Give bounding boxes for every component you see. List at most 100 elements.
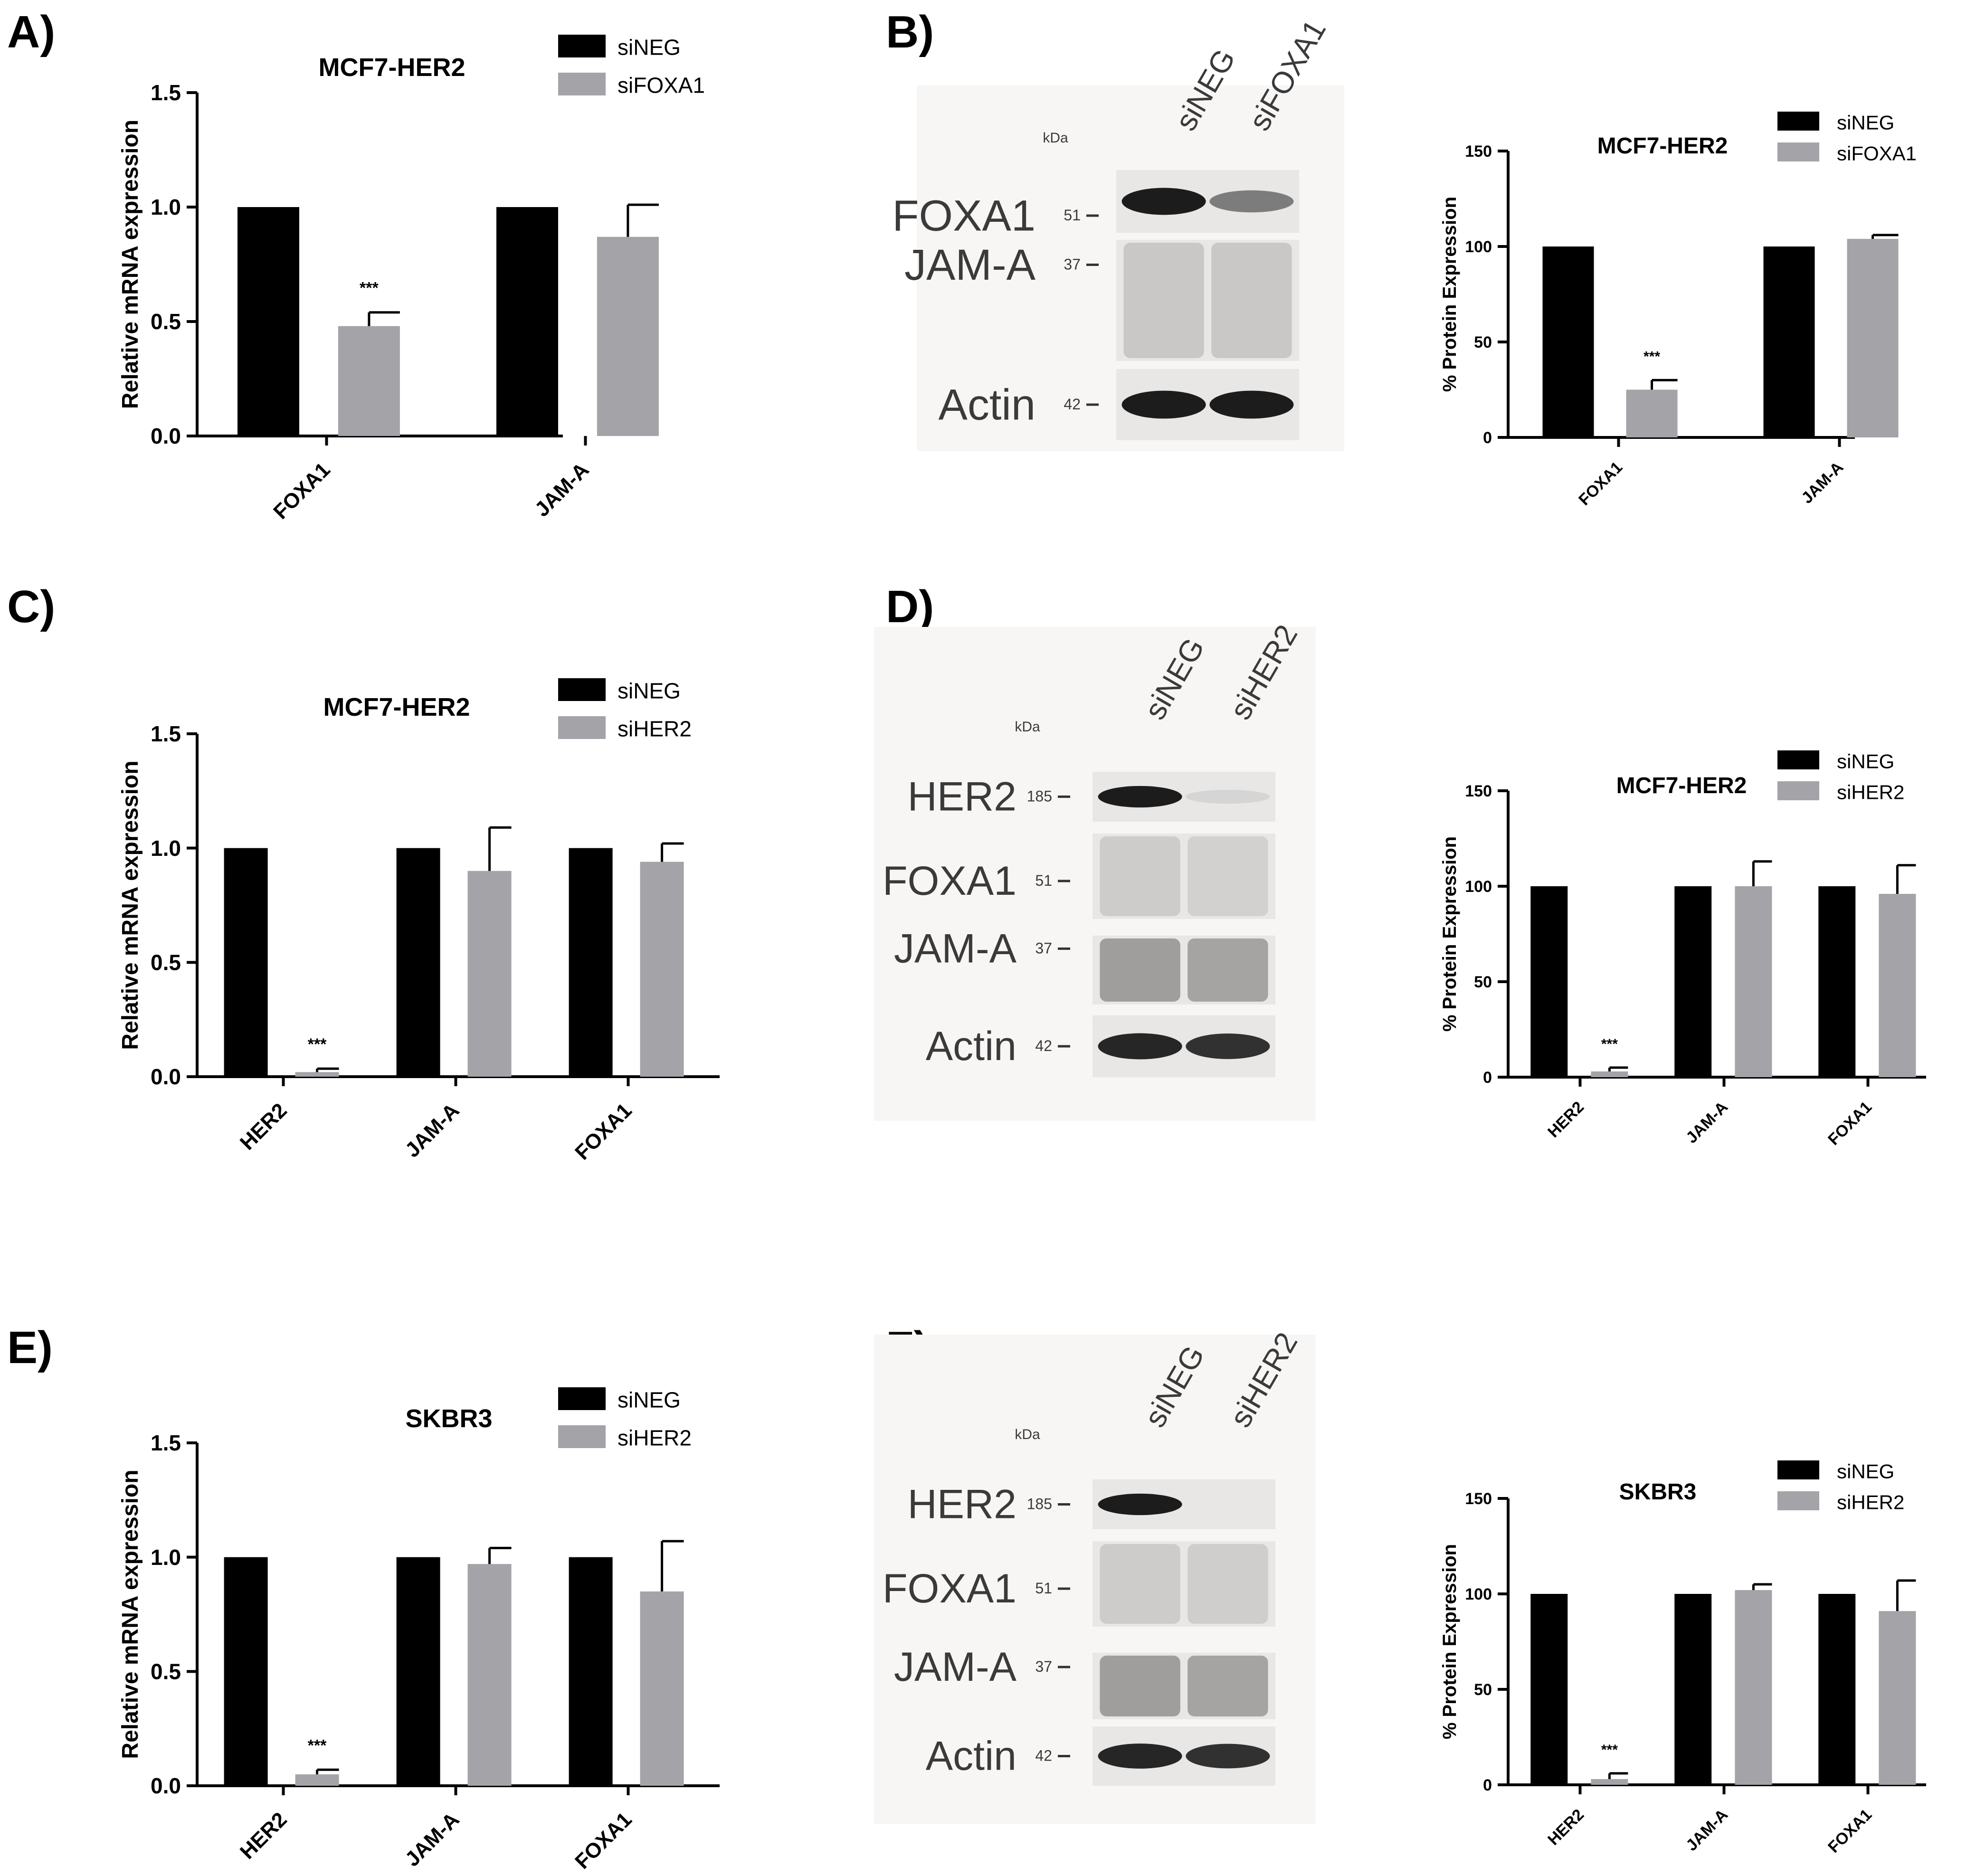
x-category-label: FOXA1 bbox=[269, 458, 334, 523]
bar bbox=[1735, 1590, 1772, 1785]
y-tick-label: 100 bbox=[1465, 238, 1492, 256]
y-axis-label: Relative mRNA expression bbox=[118, 760, 143, 1050]
blot-row-foxa1: FOXA1 51 bbox=[883, 834, 1275, 919]
significance-marker: *** bbox=[1644, 349, 1660, 364]
band-label: JAM-A bbox=[894, 1644, 1017, 1690]
x-category-label: HER2 bbox=[1544, 1806, 1587, 1849]
blot-row-jam-a: JAM-A 37 bbox=[904, 240, 1299, 361]
kda-label: kDa bbox=[1015, 719, 1040, 735]
x-category-label: JAM-A bbox=[530, 458, 593, 521]
panel-letter-a: A) bbox=[7, 7, 55, 57]
blot-strip bbox=[1092, 834, 1275, 919]
y-tick-label: 1.5 bbox=[151, 1431, 181, 1455]
y-tick-label: 0.0 bbox=[151, 1064, 181, 1089]
x-category-label: FOXA1 bbox=[570, 1808, 636, 1873]
legend-swatch bbox=[1777, 750, 1819, 769]
y-tick-label: 1.0 bbox=[151, 195, 181, 219]
legend-swatch bbox=[1777, 781, 1819, 800]
y-tick-label: 100 bbox=[1465, 1585, 1492, 1603]
panel-letter-d: D) bbox=[886, 581, 934, 632]
legend-swatch bbox=[558, 1425, 606, 1448]
blot-band bbox=[1186, 789, 1270, 804]
bar bbox=[1530, 1594, 1568, 1785]
molecular-weight-label: 51 bbox=[1035, 1580, 1052, 1597]
bar bbox=[569, 848, 613, 1077]
blot-band bbox=[1100, 1544, 1180, 1624]
band-label: Actin bbox=[938, 380, 1036, 429]
y-axis-label: % Protein Expression bbox=[1439, 197, 1460, 392]
bar bbox=[1847, 238, 1899, 437]
y-tick-label: 0.0 bbox=[151, 1773, 181, 1798]
y-tick-label: 50 bbox=[1474, 973, 1492, 991]
x-category-label: HER2 bbox=[1544, 1098, 1587, 1141]
bar bbox=[496, 207, 558, 436]
bar bbox=[1591, 1779, 1628, 1785]
y-tick-label: 1.5 bbox=[151, 721, 181, 746]
blot-row-her2: HER2 185 bbox=[908, 1479, 1275, 1529]
band-label: FOXA1 bbox=[892, 191, 1036, 240]
legend-label: siFOXA1 bbox=[618, 73, 705, 97]
bar bbox=[1818, 886, 1856, 1077]
blot-band bbox=[1188, 938, 1268, 1002]
legend-label: siNEG bbox=[618, 678, 681, 703]
blot-band bbox=[1100, 938, 1180, 1002]
x-category-label: HER2 bbox=[236, 1808, 292, 1864]
blot-row-jam-a: JAM-A 37 bbox=[894, 1644, 1275, 1719]
blot-band bbox=[1098, 1493, 1182, 1516]
bar bbox=[1818, 1594, 1856, 1785]
blot-band bbox=[1100, 1656, 1180, 1716]
molecular-weight-label: 185 bbox=[1027, 1496, 1052, 1513]
blot-band bbox=[1186, 1033, 1270, 1059]
blot-band bbox=[1209, 390, 1294, 419]
bar bbox=[338, 326, 400, 436]
legend-swatch bbox=[558, 716, 606, 739]
blot-band bbox=[1188, 836, 1268, 916]
y-tick-label: 50 bbox=[1474, 1681, 1492, 1699]
band-label: JAM-A bbox=[904, 241, 1036, 289]
blot-strip bbox=[1092, 1653, 1275, 1719]
legend-swatch bbox=[1777, 112, 1819, 131]
bar bbox=[467, 871, 512, 1077]
molecular-weight-label: 51 bbox=[1064, 207, 1081, 224]
bar bbox=[396, 1557, 440, 1786]
y-tick-label: 150 bbox=[1465, 1490, 1492, 1508]
y-tick-label: 100 bbox=[1465, 878, 1492, 896]
kda-label: kDa bbox=[1015, 1427, 1040, 1442]
legend-swatch bbox=[1777, 1491, 1819, 1510]
blot-band bbox=[1100, 836, 1180, 916]
chart-e: 0.0 0.5 1.0 1.5 Relative mRNA expression SKBR… bbox=[118, 1387, 720, 1874]
blot-band bbox=[1098, 1743, 1182, 1769]
band-label: HER2 bbox=[908, 774, 1016, 820]
molecular-weight-label: 42 bbox=[1035, 1037, 1052, 1054]
legend-label: siNEG bbox=[618, 35, 681, 59]
band-label: Actin bbox=[926, 1734, 1016, 1779]
y-tick-label: 150 bbox=[1465, 142, 1492, 161]
bar bbox=[1674, 886, 1712, 1077]
panel-letter-e: E) bbox=[7, 1322, 53, 1373]
x-category-label: FOXA1 bbox=[1824, 1806, 1875, 1857]
legend-swatch bbox=[1777, 142, 1819, 161]
y-axis-label: Relative mRNA expression bbox=[118, 120, 143, 409]
bar bbox=[467, 1564, 512, 1786]
blot-band bbox=[1188, 1544, 1268, 1624]
x-category-label: HER2 bbox=[236, 1099, 292, 1155]
x-category-label: FOXA1 bbox=[1575, 458, 1626, 509]
significance-marker: *** bbox=[1601, 1036, 1618, 1052]
chart-f: 0 50 100 150 % Protein Expression SKBR3 *** HER… bbox=[1439, 1460, 1926, 1857]
chart-a: 0.0 0.5 1.0 1.5 Relative mRNA expression MCF7… bbox=[118, 35, 705, 524]
molecular-weight-label: 51 bbox=[1035, 872, 1052, 889]
x-category-label: JAM-A bbox=[1798, 458, 1847, 507]
kda-label: kDa bbox=[1043, 130, 1068, 146]
significance-marker: *** bbox=[308, 1035, 327, 1053]
panel-letter-c: C) bbox=[7, 581, 55, 632]
y-tick-label: 0.5 bbox=[151, 950, 181, 975]
blot-row-foxa1: FOXA1 51 bbox=[883, 1541, 1275, 1627]
bar bbox=[224, 1557, 268, 1786]
blot-band bbox=[1123, 243, 1204, 358]
x-category-label: JAM-A bbox=[1682, 1098, 1731, 1147]
